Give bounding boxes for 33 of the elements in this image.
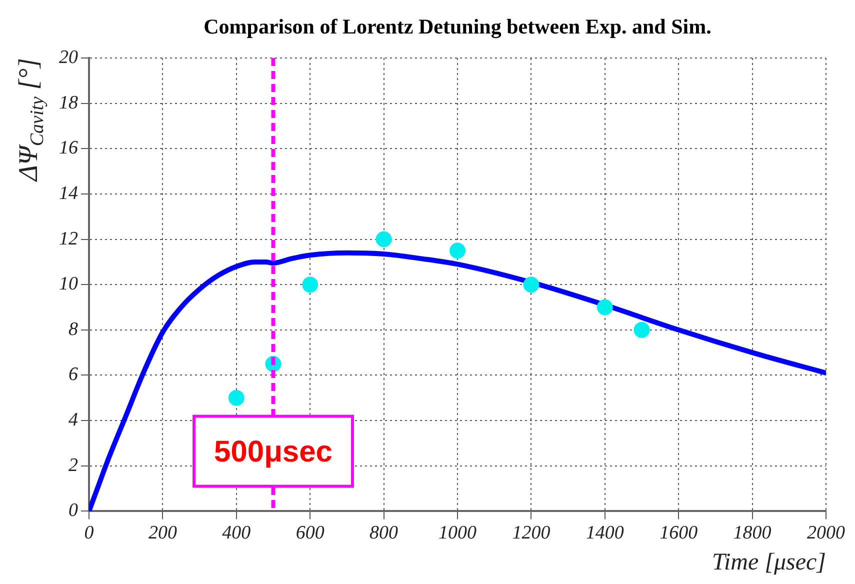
y-tick-label: 12 xyxy=(59,228,78,250)
point xyxy=(596,299,613,316)
y-tick-label: 4 xyxy=(68,410,78,431)
point xyxy=(376,231,392,248)
x-tick-label: 1800 xyxy=(733,522,772,544)
x-tick-label: 400 xyxy=(222,522,252,544)
point xyxy=(634,322,650,338)
chart-title: Comparison of Lorentz Detuning between Exp. and Sim. xyxy=(204,14,712,38)
x-tick-label: 2000 xyxy=(807,522,846,544)
x-axis-title: Time [μsec] xyxy=(712,549,826,576)
point xyxy=(450,242,466,259)
y-tick-label: 10 xyxy=(59,274,78,295)
y-tick-label: 8 xyxy=(68,318,78,340)
x-tick-label: 1000 xyxy=(438,522,477,544)
point xyxy=(302,276,318,293)
x-tick-label: 0 xyxy=(84,522,94,544)
y-tick-label: 18 xyxy=(59,92,78,114)
point xyxy=(523,276,540,293)
x-tick-label: 1400 xyxy=(586,522,624,544)
x-tick-label: 800 xyxy=(370,522,399,544)
y-tick-label: 20 xyxy=(59,47,78,68)
x-tick-label: 200 xyxy=(148,522,178,544)
ref-line-label: 500μsec xyxy=(214,435,332,468)
y-tick-label: 14 xyxy=(59,182,78,204)
y-tick-label: 0 xyxy=(68,500,78,522)
x-tick-label: 1200 xyxy=(512,522,551,544)
y-tick-label: 16 xyxy=(59,138,78,159)
y-axis-title: ΔΨCavity [°] xyxy=(13,58,48,182)
point xyxy=(228,390,244,406)
x-tick-label: 600 xyxy=(296,522,325,544)
y-tick-label: 2 xyxy=(68,454,78,476)
x-tick-label: 1600 xyxy=(660,522,698,544)
y-tick-label: 6 xyxy=(68,364,78,386)
